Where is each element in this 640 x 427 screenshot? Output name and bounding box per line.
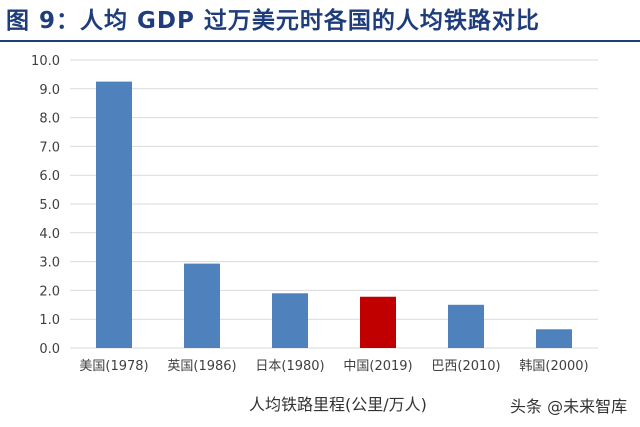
- y-tick-label: 9.0: [39, 83, 60, 98]
- y-tick-label: 1.0: [39, 313, 60, 328]
- y-tick-label: 0.0: [39, 342, 60, 357]
- x-tick-label: 韩国(2000): [519, 359, 588, 374]
- x-axis-tick-labels: 美国(1978) 英国(1986) 日本(1980) 中国(2019) 巴西(2010)…: [79, 359, 588, 374]
- bars: [96, 81, 572, 348]
- x-tick-label: 英国(1986): [167, 359, 236, 374]
- x-axis-label: 人均铁路里程(公里/万人): [249, 395, 427, 414]
- watermark: 头条 @未来智库: [510, 397, 628, 416]
- x-tick-label: 巴西(2010): [431, 359, 500, 374]
- chart-title: 图 9：人均 GDP 过万美元时各国的人均铁路对比: [6, 8, 540, 34]
- bar-1: [184, 263, 220, 348]
- y-tick-label: 3.0: [39, 256, 60, 271]
- bar-0: [96, 81, 132, 348]
- x-tick-label: 中国(2019): [343, 359, 412, 374]
- x-tick-label: 日本(1980): [255, 359, 324, 374]
- y-tick-label: 5.0: [39, 198, 60, 213]
- bar-3: [360, 296, 396, 348]
- y-tick-label: 4.0: [39, 227, 60, 242]
- gridlines: [70, 59, 598, 349]
- y-axis-tick-labels: 0.0 1.0 2.0 3.0 4.0 5.0 6.0 7.0 8.0 9.0 10.0: [31, 54, 60, 357]
- y-tick-label: 10.0: [31, 54, 60, 69]
- y-tick-label: 2.0: [39, 284, 60, 299]
- x-tick-label: 美国(1978): [79, 359, 148, 374]
- title-divider: [0, 40, 640, 42]
- y-tick-label: 7.0: [39, 140, 60, 155]
- bar-2: [272, 293, 308, 348]
- y-tick-label: 8.0: [39, 112, 60, 127]
- y-tick-label: 6.0: [39, 169, 60, 184]
- bar-4: [448, 304, 484, 348]
- bar-5: [536, 329, 572, 348]
